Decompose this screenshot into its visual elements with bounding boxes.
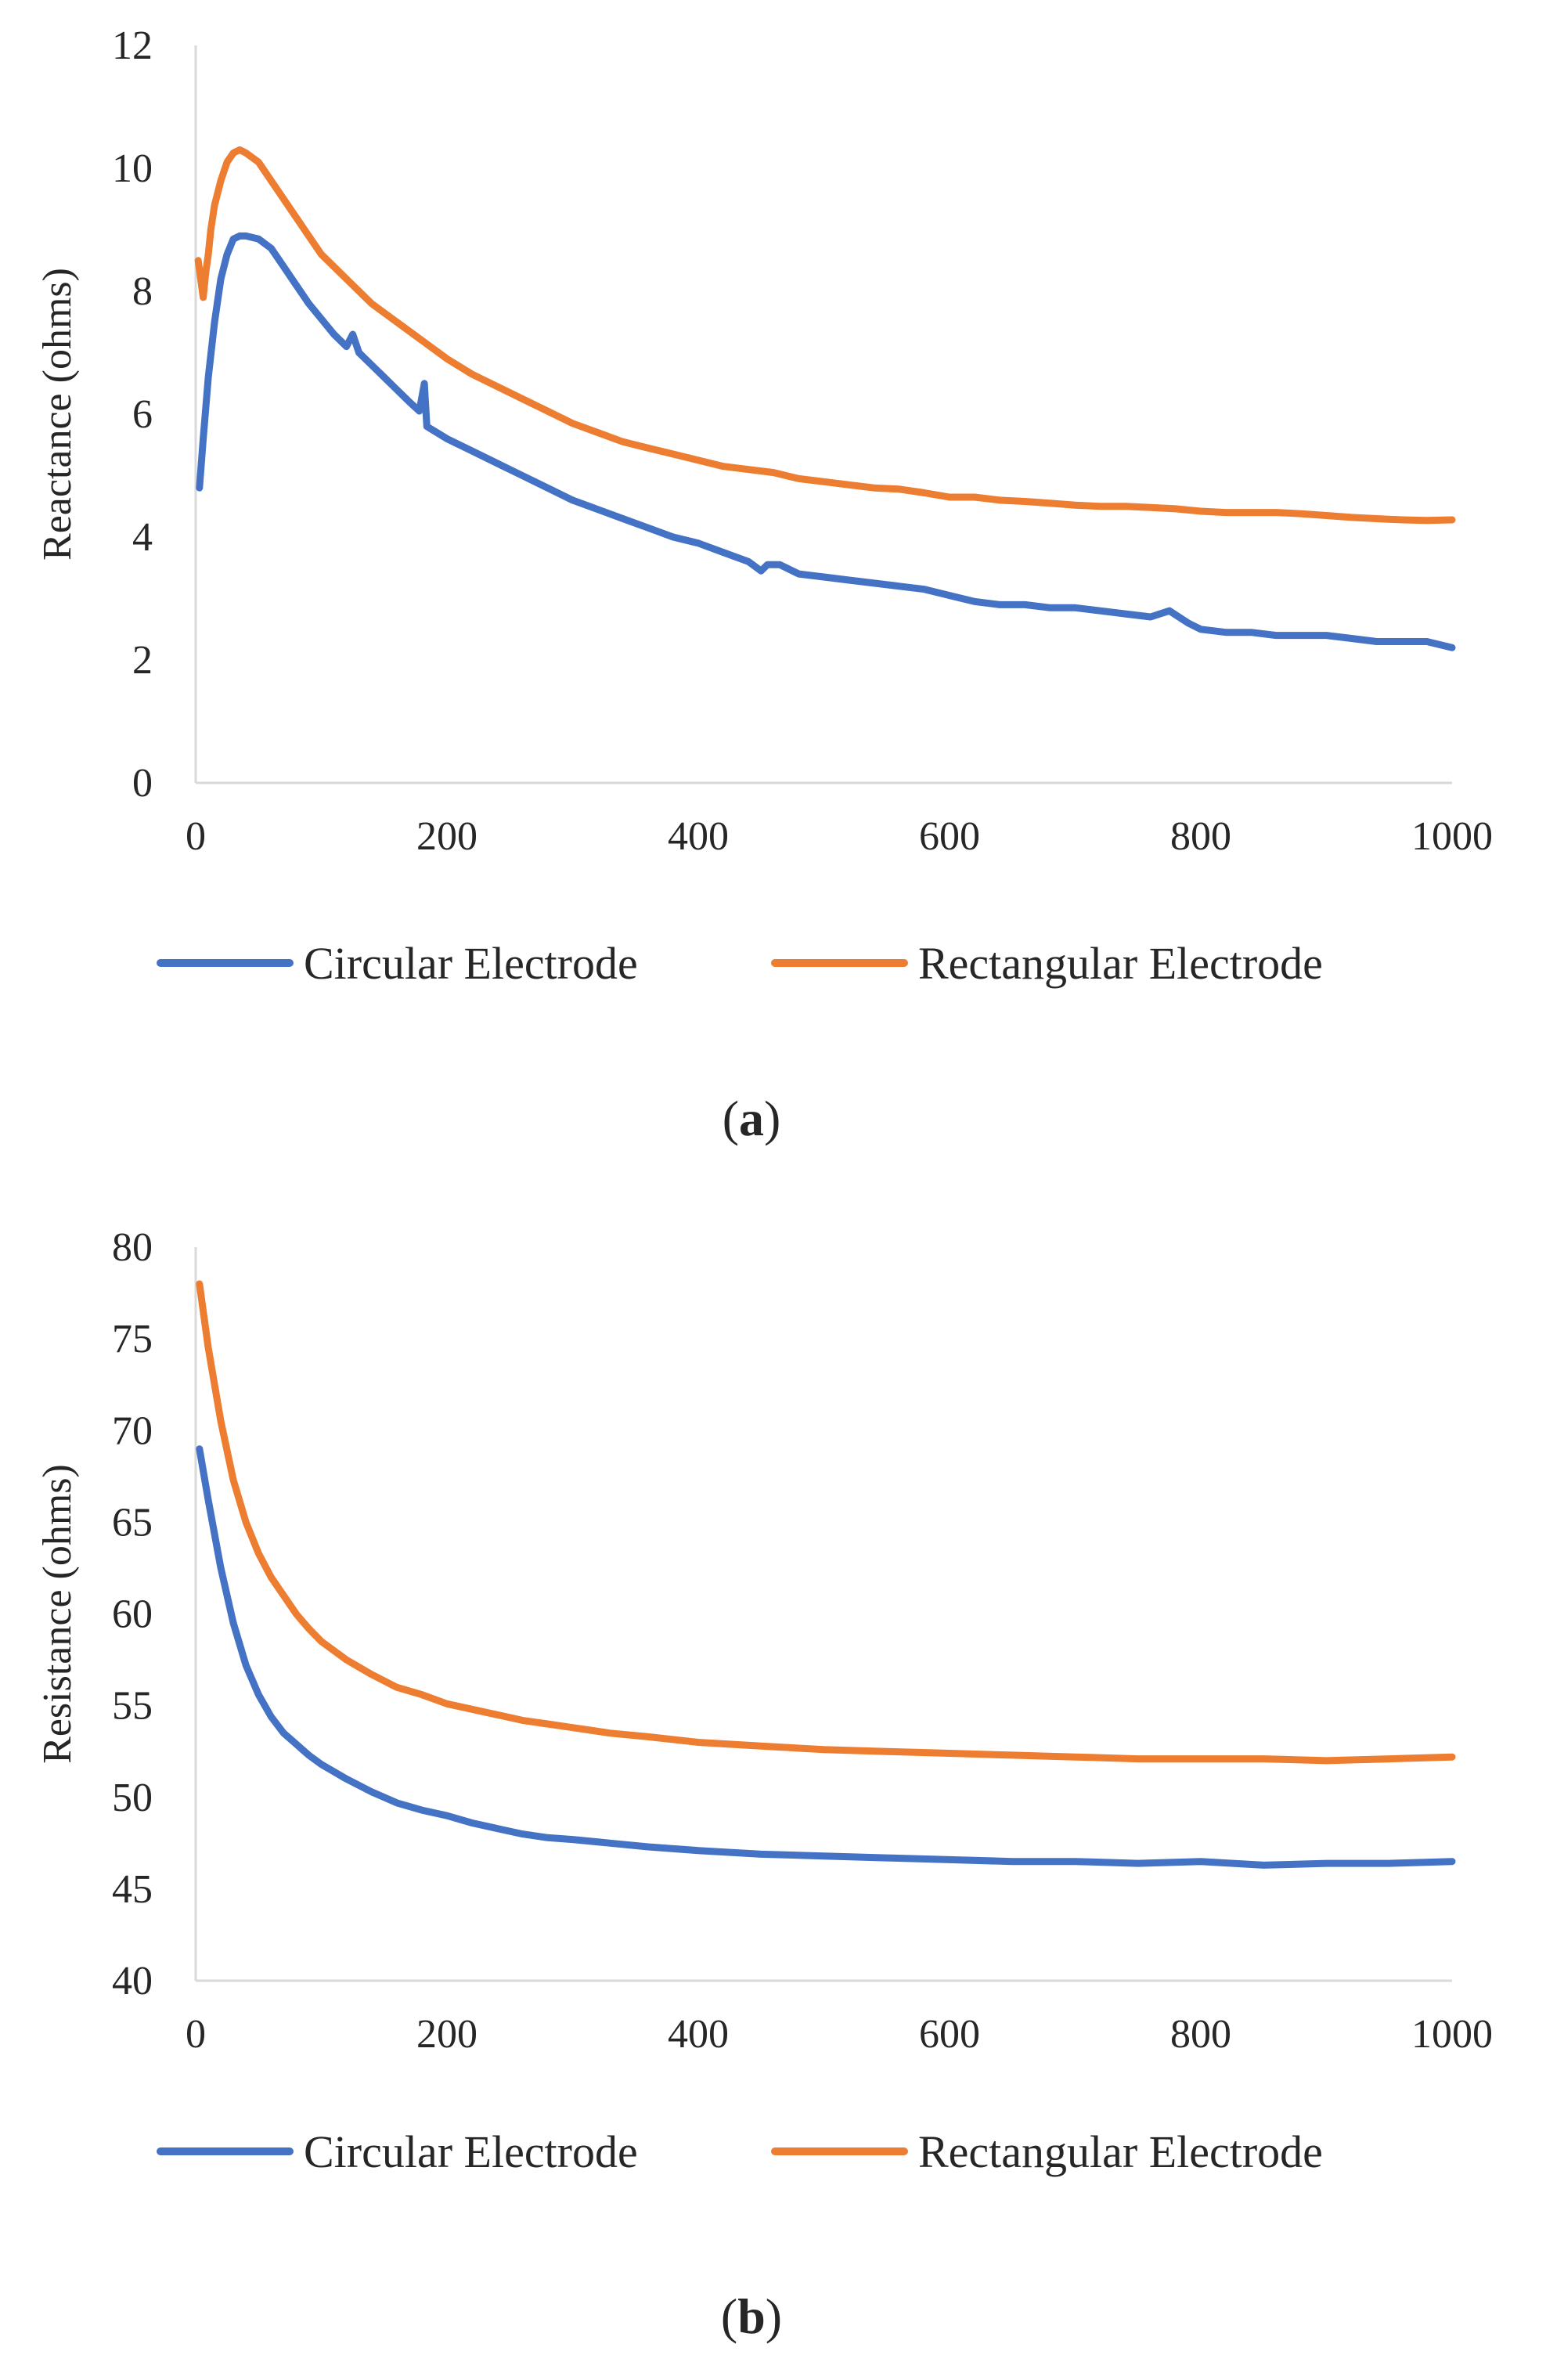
legend-label-circular: Circular Electrode [304, 938, 638, 989]
x-tick-label: 0 [186, 814, 206, 859]
y-tick-label: 8 [132, 269, 153, 314]
reactance-chart: 0 200 400 600 800 1000 0 2 4 6 8 10 12 Reactance (o… [35, 23, 1493, 1146]
y-tick-label: 60 [112, 1592, 153, 1637]
y-tick-label: 2 [132, 638, 153, 683]
y-tick-label: 80 [112, 1225, 153, 1270]
series-line-circular [196, 232, 1456, 651]
y-tick-label: 65 [112, 1500, 153, 1545]
x-tick-label: 1000 [1411, 814, 1493, 859]
x-tick-label: 600 [919, 814, 980, 859]
x-tick-label: 800 [1170, 2012, 1231, 2057]
resistance-chart: 0 200 400 600 800 1000 40 45 50 55 60 65 70 75 80 Res… [35, 1225, 1493, 2344]
chart-panel-b: 0 200 400 600 800 1000 40 45 50 55 60 65 70 75 80 Res… [0, 1190, 1546, 2364]
x-tick-label: 0 [186, 2012, 206, 2057]
x-tick-label: 800 [1170, 814, 1231, 859]
y-tick-label: 10 [112, 146, 153, 191]
y-tick-label: 70 [112, 1408, 153, 1453]
y-tick-label: 12 [112, 23, 153, 68]
y-tick-label: 55 [112, 1684, 153, 1729]
series-line-rectangular [196, 1280, 1456, 1765]
y-tick-label: 50 [112, 1776, 153, 1820]
y-tick-label: 4 [132, 515, 153, 560]
y-tick-label: 6 [132, 392, 153, 437]
panel-label-b: (b) [721, 2288, 782, 2344]
legend-label-rectangular: Rectangular Electrode [918, 938, 1323, 989]
x-tick-label: 200 [416, 814, 477, 859]
series-line-circular [196, 1445, 1456, 1869]
x-tick-label: 400 [668, 814, 729, 859]
series-line-rectangular [194, 146, 1456, 525]
x-tick-label: 1000 [1411, 2012, 1493, 2057]
x-tick-label: 600 [919, 2012, 980, 2057]
y-tick-label: 0 [132, 761, 153, 806]
y-axis-label: Reactance (ohms) [35, 268, 80, 561]
y-tick-label: 45 [112, 1867, 153, 1912]
legend-label-rectangular: Rectangular Electrode [918, 2126, 1323, 2177]
y-axis-label: Resistance (ohms) [35, 1464, 80, 1764]
legend-label-circular: Circular Electrode [304, 2126, 638, 2177]
x-tick-label: 200 [416, 2012, 477, 2057]
x-tick-label: 400 [668, 2012, 729, 2057]
y-tick-label: 75 [112, 1317, 153, 1361]
panel-label-a: (a) [723, 1091, 781, 1146]
y-tick-label: 40 [112, 1959, 153, 2003]
chart-panel-a: 0 200 400 600 800 1000 0 2 4 6 8 10 12 Reactance (o… [0, 0, 1546, 1174]
